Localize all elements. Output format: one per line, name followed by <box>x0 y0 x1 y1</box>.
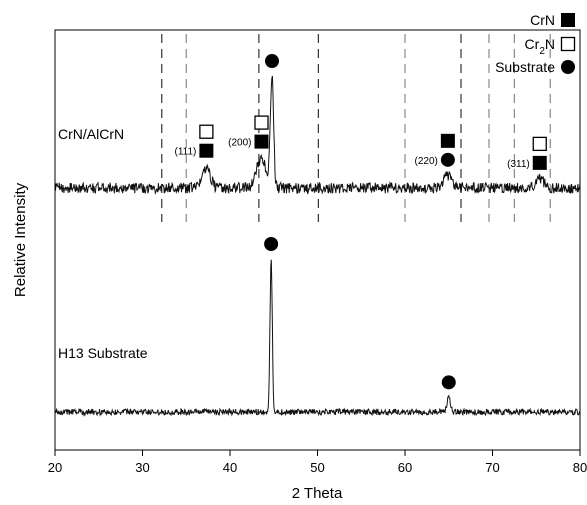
substrate-marker <box>264 237 279 251</box>
crn-marker <box>254 134 269 149</box>
x-tick-label: 50 <box>310 460 324 475</box>
series-label-h13-substrate: H13 Substrate <box>58 345 148 361</box>
legend-label: CrN <box>530 12 555 28</box>
cr2n-marker <box>560 36 576 52</box>
x-tick-label: 20 <box>48 460 62 475</box>
cr2n-marker <box>532 136 547 152</box>
peak-annotations: (111) (200) (220) (311) <box>175 54 547 390</box>
crn-marker <box>199 143 214 158</box>
series-label-crn-alcrn: CrN/AlCrN <box>58 126 124 142</box>
cr2n-marker <box>199 124 214 139</box>
legend: CrN Cr2N Substrate <box>495 12 576 75</box>
substrate-marker <box>561 60 575 74</box>
x-axis-ticks: 20 30 40 50 60 70 80 <box>48 450 587 475</box>
x-tick-label: 40 <box>223 460 237 475</box>
substrate-marker <box>441 375 456 390</box>
legend-label: Substrate <box>495 59 555 75</box>
plot-frame <box>54 29 581 451</box>
hkl-label: (220) <box>415 156 438 167</box>
substrate-marker <box>265 54 279 69</box>
hkl-label: (311) <box>507 159 530 170</box>
crn-marker <box>532 155 547 170</box>
x-tick-label: 60 <box>398 460 412 475</box>
y-axis-label: Relative Intensity <box>12 182 29 297</box>
series-line-crn-alcrn <box>54 75 581 195</box>
crn-marker <box>561 13 575 27</box>
substrate-marker <box>440 152 455 167</box>
x-axis-label: 2 Theta <box>292 485 343 502</box>
hkl-label: (111) <box>175 147 197 158</box>
crn-marker <box>440 133 455 148</box>
series-line-h13-substrate <box>54 259 581 417</box>
x-tick-label: 80 <box>573 460 587 475</box>
reference-lines <box>161 34 551 222</box>
hkl-label: (200) <box>228 138 251 149</box>
legend-label: Cr2N <box>525 36 555 57</box>
series-group <box>54 75 581 417</box>
x-tick-label: 70 <box>485 460 499 475</box>
cr2n-marker <box>254 115 269 130</box>
x-tick-label: 30 <box>135 460 149 475</box>
